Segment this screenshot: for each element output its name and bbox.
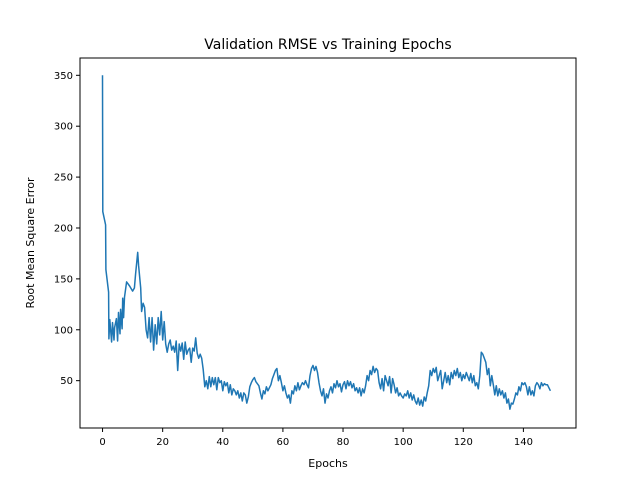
x-tick-label: 40	[216, 437, 229, 448]
plot-frame	[79, 57, 577, 429]
x-tick-label: 0	[99, 437, 105, 448]
series-line	[101, 75, 552, 410]
y-axis-label: Root Mean Square Error	[24, 177, 37, 308]
y-tick-label: 100	[54, 325, 73, 336]
x-tick-label: 100	[394, 437, 413, 448]
x-tick-label: 140	[514, 437, 533, 448]
plot-area	[101, 75, 552, 410]
y-tick-label: 250	[54, 173, 73, 184]
y-tick-label: 200	[54, 223, 73, 234]
y-tick-label: 300	[54, 122, 73, 133]
x-tick-label: 80	[337, 437, 350, 448]
x-tick-label: 120	[454, 437, 473, 448]
y-axis-ticks: 50 100 150 200 250 300 350	[54, 71, 80, 387]
y-tick-label: 350	[54, 71, 73, 82]
y-tick-label: 150	[54, 274, 73, 285]
y-tick-label: 50	[60, 376, 73, 387]
x-axis-ticks: 0 20 40 60 80 100 120 140	[99, 428, 533, 448]
x-tick-label: 20	[156, 437, 169, 448]
x-tick-label: 60	[277, 437, 290, 448]
chart-title: Validation RMSE vs Training Epochs	[204, 37, 451, 53]
x-axis-label: Epochs	[308, 457, 348, 470]
